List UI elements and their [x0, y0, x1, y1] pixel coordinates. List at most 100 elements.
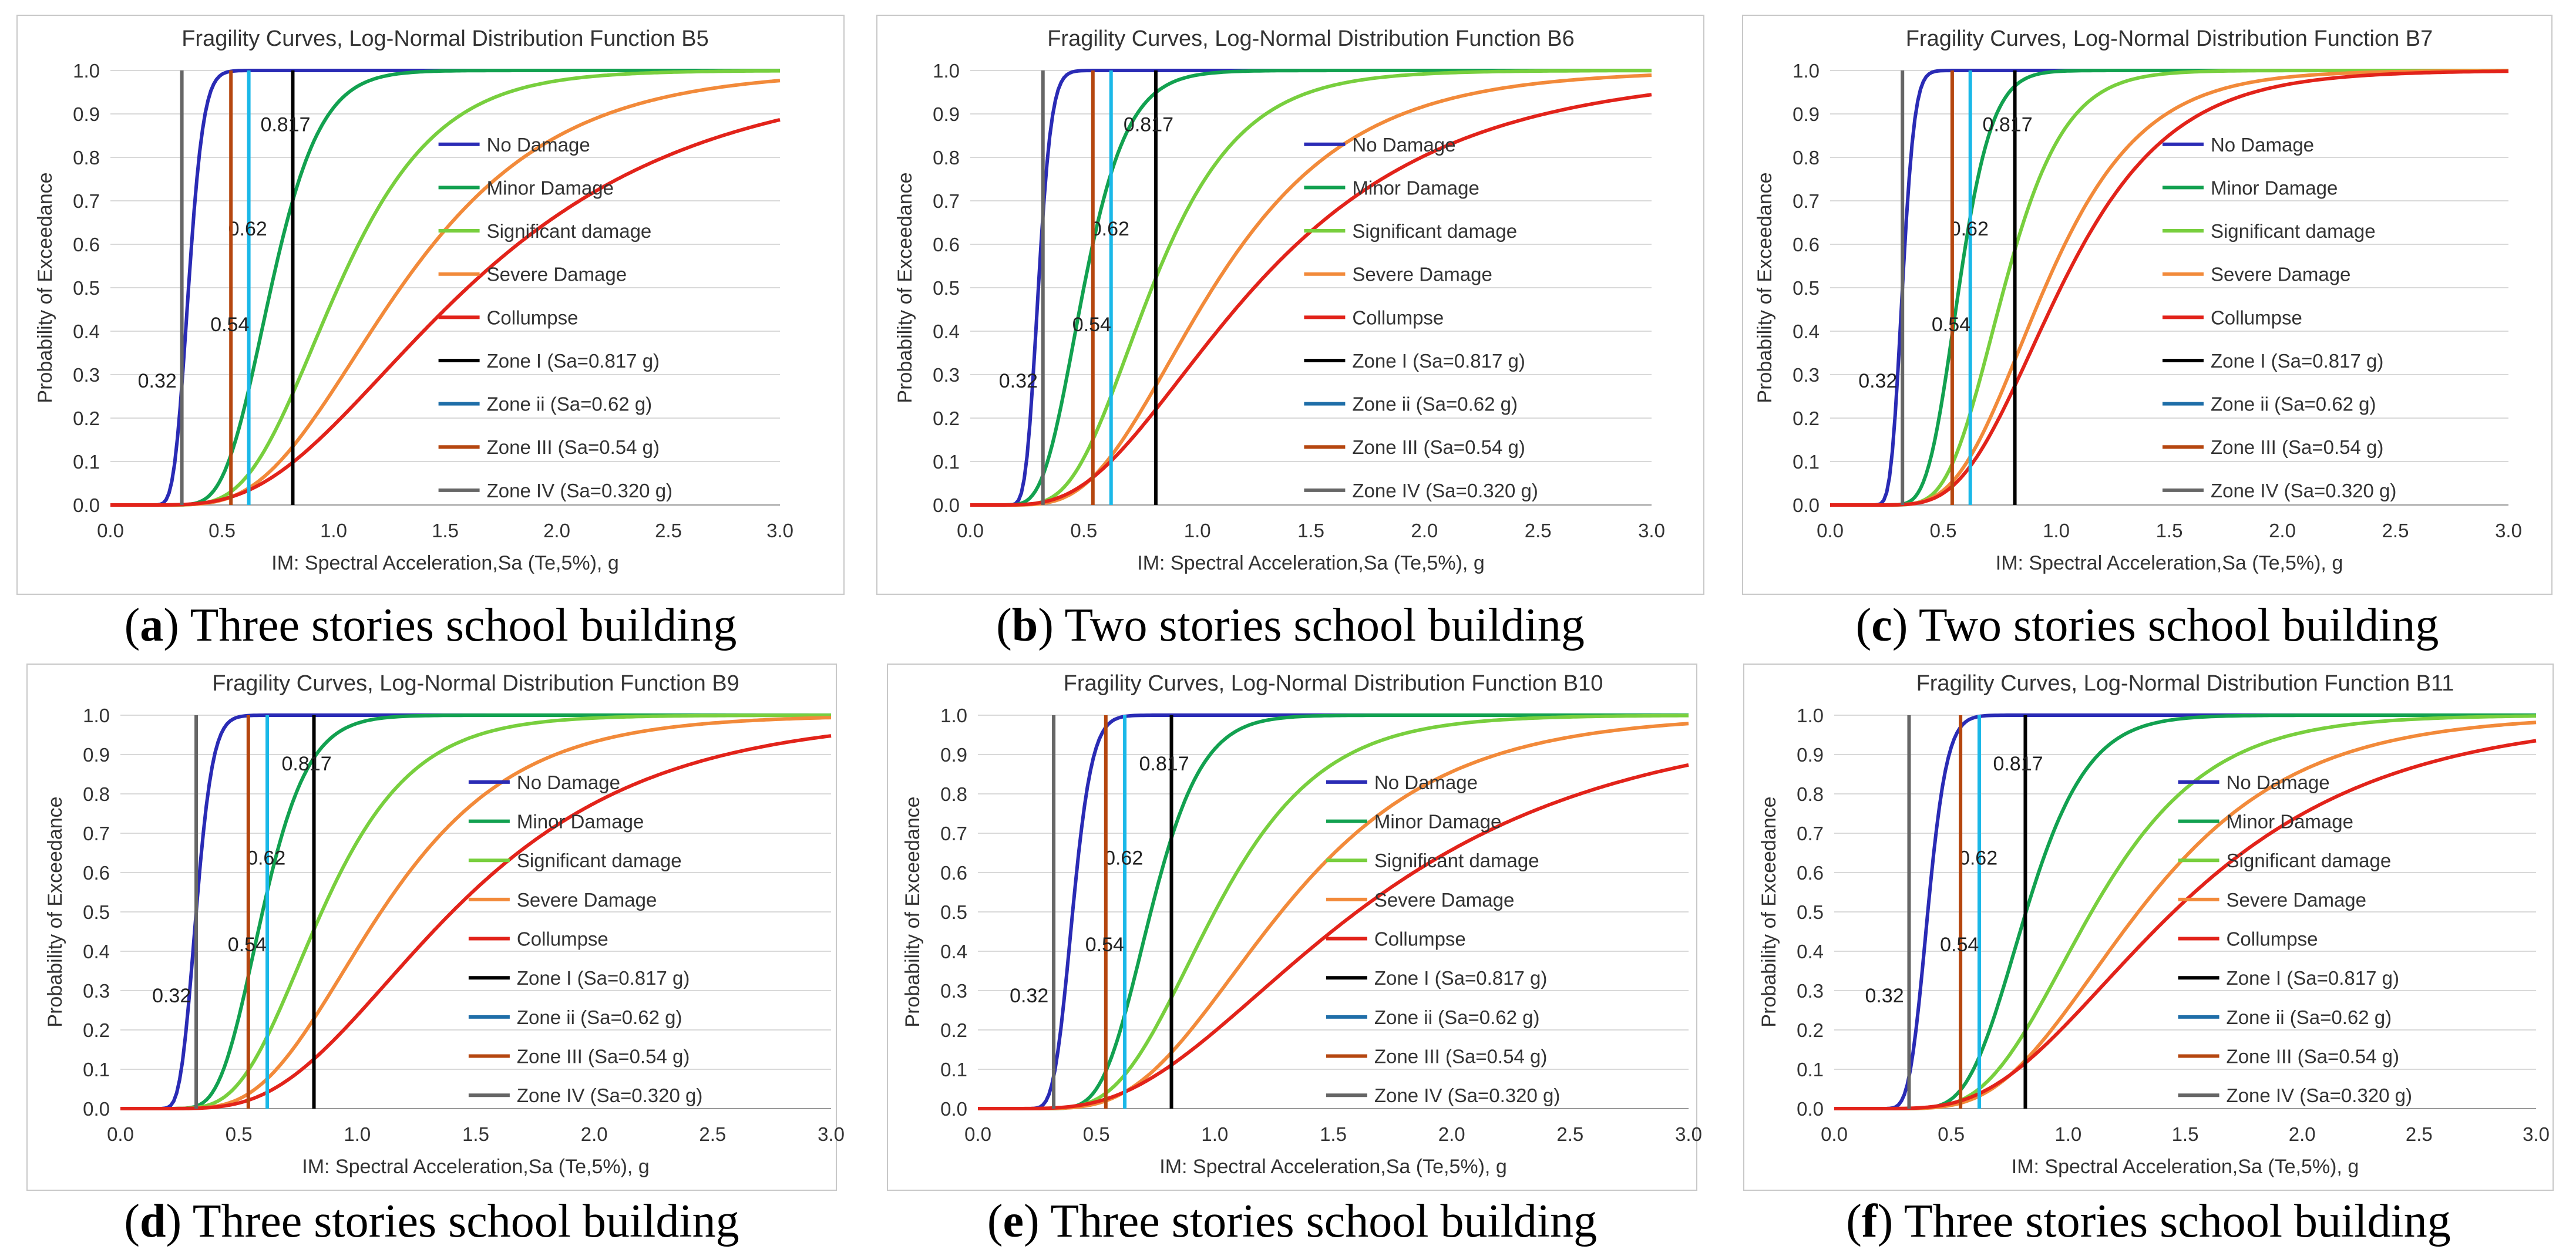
chart-svg: Fragility Curves, Log-Normal Distributio…: [16, 15, 845, 595]
legend-label: No Damage: [1352, 134, 1455, 156]
legend-label: Zone III (Sa=0.54 g): [1352, 436, 1525, 458]
zone-value-label: 0.54: [210, 314, 249, 336]
y-tick-label: 0.8: [1793, 147, 1820, 169]
series-line-collumpse: [978, 763, 1689, 1110]
y-tick-label: 1.0: [1797, 705, 1824, 726]
y-tick-label: 0.0: [1793, 494, 1820, 516]
y-tick-label: 0.0: [933, 494, 960, 516]
legend-label: Minor Damage: [2211, 177, 2338, 198]
legend-label: No Damage: [517, 772, 620, 793]
caption-text: Two stories school building: [1908, 600, 2439, 651]
y-tick-label: 0.3: [1797, 980, 1824, 1002]
x-tick-label: 2.0: [2269, 520, 2296, 541]
x-tick-label: 1.0: [2043, 520, 2070, 541]
x-tick-label: 1.0: [344, 1123, 371, 1145]
x-tick-label: 0.5: [1938, 1123, 1965, 1145]
x-tick-label: 0.5: [208, 520, 236, 541]
y-tick-label: 0.0: [940, 1098, 967, 1120]
series-line-collumpse: [120, 734, 832, 1110]
legend-label: Collumpse: [2211, 307, 2302, 328]
legend-label: Minor Damage: [487, 177, 614, 198]
x-tick-label: 0.5: [1930, 520, 1957, 541]
legend-label: Collumpse: [487, 307, 579, 328]
y-tick-label: 0.7: [933, 190, 960, 212]
chart-svg: Fragility Curves, Log-Normal Distributio…: [1742, 15, 2553, 595]
caption-e: (e) Three stories school building: [987, 1196, 1598, 1247]
y-tick-label: 0.6: [940, 862, 967, 884]
legend-label: Significant damage: [2211, 220, 2376, 242]
y-tick-label: 0.3: [933, 364, 960, 386]
x-tick-label: 0.0: [1821, 1123, 1848, 1145]
series-line-severe-damage: [120, 716, 832, 1110]
y-tick-label: 0.7: [73, 190, 100, 212]
y-axis-label: Probability of Exceedance: [1754, 172, 1776, 403]
caption-text: Three stories school building: [1039, 1196, 1598, 1247]
x-axis-label: IM: Spectral Acceleration,Sa (Te,5%), g: [302, 1156, 649, 1178]
legend-label: Severe Damage: [517, 889, 657, 911]
y-tick-label: 0.4: [940, 941, 967, 962]
caption-text: Three stories school building: [1893, 1196, 2451, 1247]
zone-value-label: 0.817: [1139, 753, 1189, 775]
y-tick-label: 0.4: [83, 941, 110, 962]
legend-label: Zone ii (Sa=0.62 g): [517, 1006, 682, 1028]
legend-label: Minor Damage: [517, 811, 644, 833]
y-axis-label: Probability of Exceedance: [44, 796, 66, 1027]
y-tick-label: 0.8: [933, 147, 960, 169]
y-tick-label: 0.5: [1797, 901, 1824, 923]
legend-label: Zone ii (Sa=0.62 g): [2211, 393, 2376, 415]
legend-label: Significant damage: [2227, 850, 2392, 871]
zone-value-label: 0.62: [1091, 218, 1129, 240]
legend-label: Severe Damage: [1374, 889, 1514, 911]
x-tick-label: 3.0: [1638, 520, 1665, 541]
zone-value-label: 0.32: [999, 370, 1038, 392]
legend-label: Zone III (Sa=0.54 g): [2227, 1046, 2399, 1068]
legend-label: Severe Damage: [2227, 889, 2366, 911]
y-tick-label: 0.4: [1793, 321, 1820, 342]
chart-svg: Fragility Curves, Log-Normal Distributio…: [887, 664, 1702, 1191]
caption-text: Three stories school building: [179, 600, 737, 651]
y-tick-label: 1.0: [73, 60, 100, 82]
x-axis-label: IM: Spectral Acceleration,Sa (Te,5%), g: [1996, 552, 2343, 574]
y-tick-label: 0.5: [73, 277, 100, 299]
y-tick-label: 0.7: [83, 823, 110, 844]
caption-d: (d) Three stories school building: [124, 1196, 739, 1247]
legend-label: Zone IV (Sa=0.320 g): [517, 1085, 702, 1106]
legend-label: Zone IV (Sa=0.320 g): [2211, 480, 2396, 501]
caption-letter: e: [1003, 1196, 1024, 1247]
legend-label: Collumpse: [1374, 928, 1466, 950]
y-tick-label: 0.4: [933, 321, 960, 342]
zone-value-label: 0.32: [138, 370, 177, 392]
chart-panel-d: Fragility Curves, Log-Normal Distributio…: [26, 664, 845, 1191]
series-line-severe-damage: [978, 722, 1689, 1110]
legend-label: Zone I (Sa=0.817 g): [487, 350, 660, 372]
y-tick-label: 0.8: [1797, 783, 1824, 805]
legend-label: Zone I (Sa=0.817 g): [2211, 350, 2383, 372]
x-axis-label: IM: Spectral Acceleration,Sa (Te,5%), g: [1137, 552, 1484, 574]
chart-panel-b: Fragility Curves, Log-Normal Distributio…: [876, 15, 1704, 595]
series-line-severe-damage: [1834, 720, 2537, 1110]
legend-label: Zone ii (Sa=0.62 g): [2227, 1006, 2392, 1028]
legend-label: No Damage: [1374, 772, 1478, 793]
caption-letter: d: [140, 1196, 166, 1247]
y-tick-label: 0.7: [940, 823, 967, 844]
legend-label: Significant damage: [1352, 220, 1517, 242]
y-tick-label: 0.1: [933, 451, 960, 473]
chart-frame: [887, 664, 1697, 1191]
legend-label: Significant damage: [1374, 850, 1539, 871]
zone-value-label: 0.817: [1124, 114, 1173, 136]
x-tick-label: 2.0: [1411, 520, 1438, 541]
chart-frame: [1743, 664, 2554, 1191]
y-tick-label: 0.0: [1797, 1098, 1824, 1120]
zone-value-label: 0.817: [1993, 753, 2043, 775]
zone-value-label: 0.32: [1010, 985, 1048, 1007]
legend-label: No Damage: [2227, 772, 2330, 793]
y-tick-label: 0.4: [1797, 941, 1824, 962]
legend-label: Zone IV (Sa=0.320 g): [2227, 1085, 2412, 1106]
y-tick-label: 0.8: [940, 783, 967, 805]
y-tick-label: 1.0: [933, 60, 960, 82]
x-tick-label: 1.5: [462, 1123, 489, 1145]
legend-label: Zone I (Sa=0.817 g): [1374, 967, 1547, 989]
y-tick-label: 0.1: [1793, 451, 1820, 473]
series-line-severe-damage: [1830, 69, 2508, 507]
series-line-significant-damage: [970, 69, 1652, 507]
